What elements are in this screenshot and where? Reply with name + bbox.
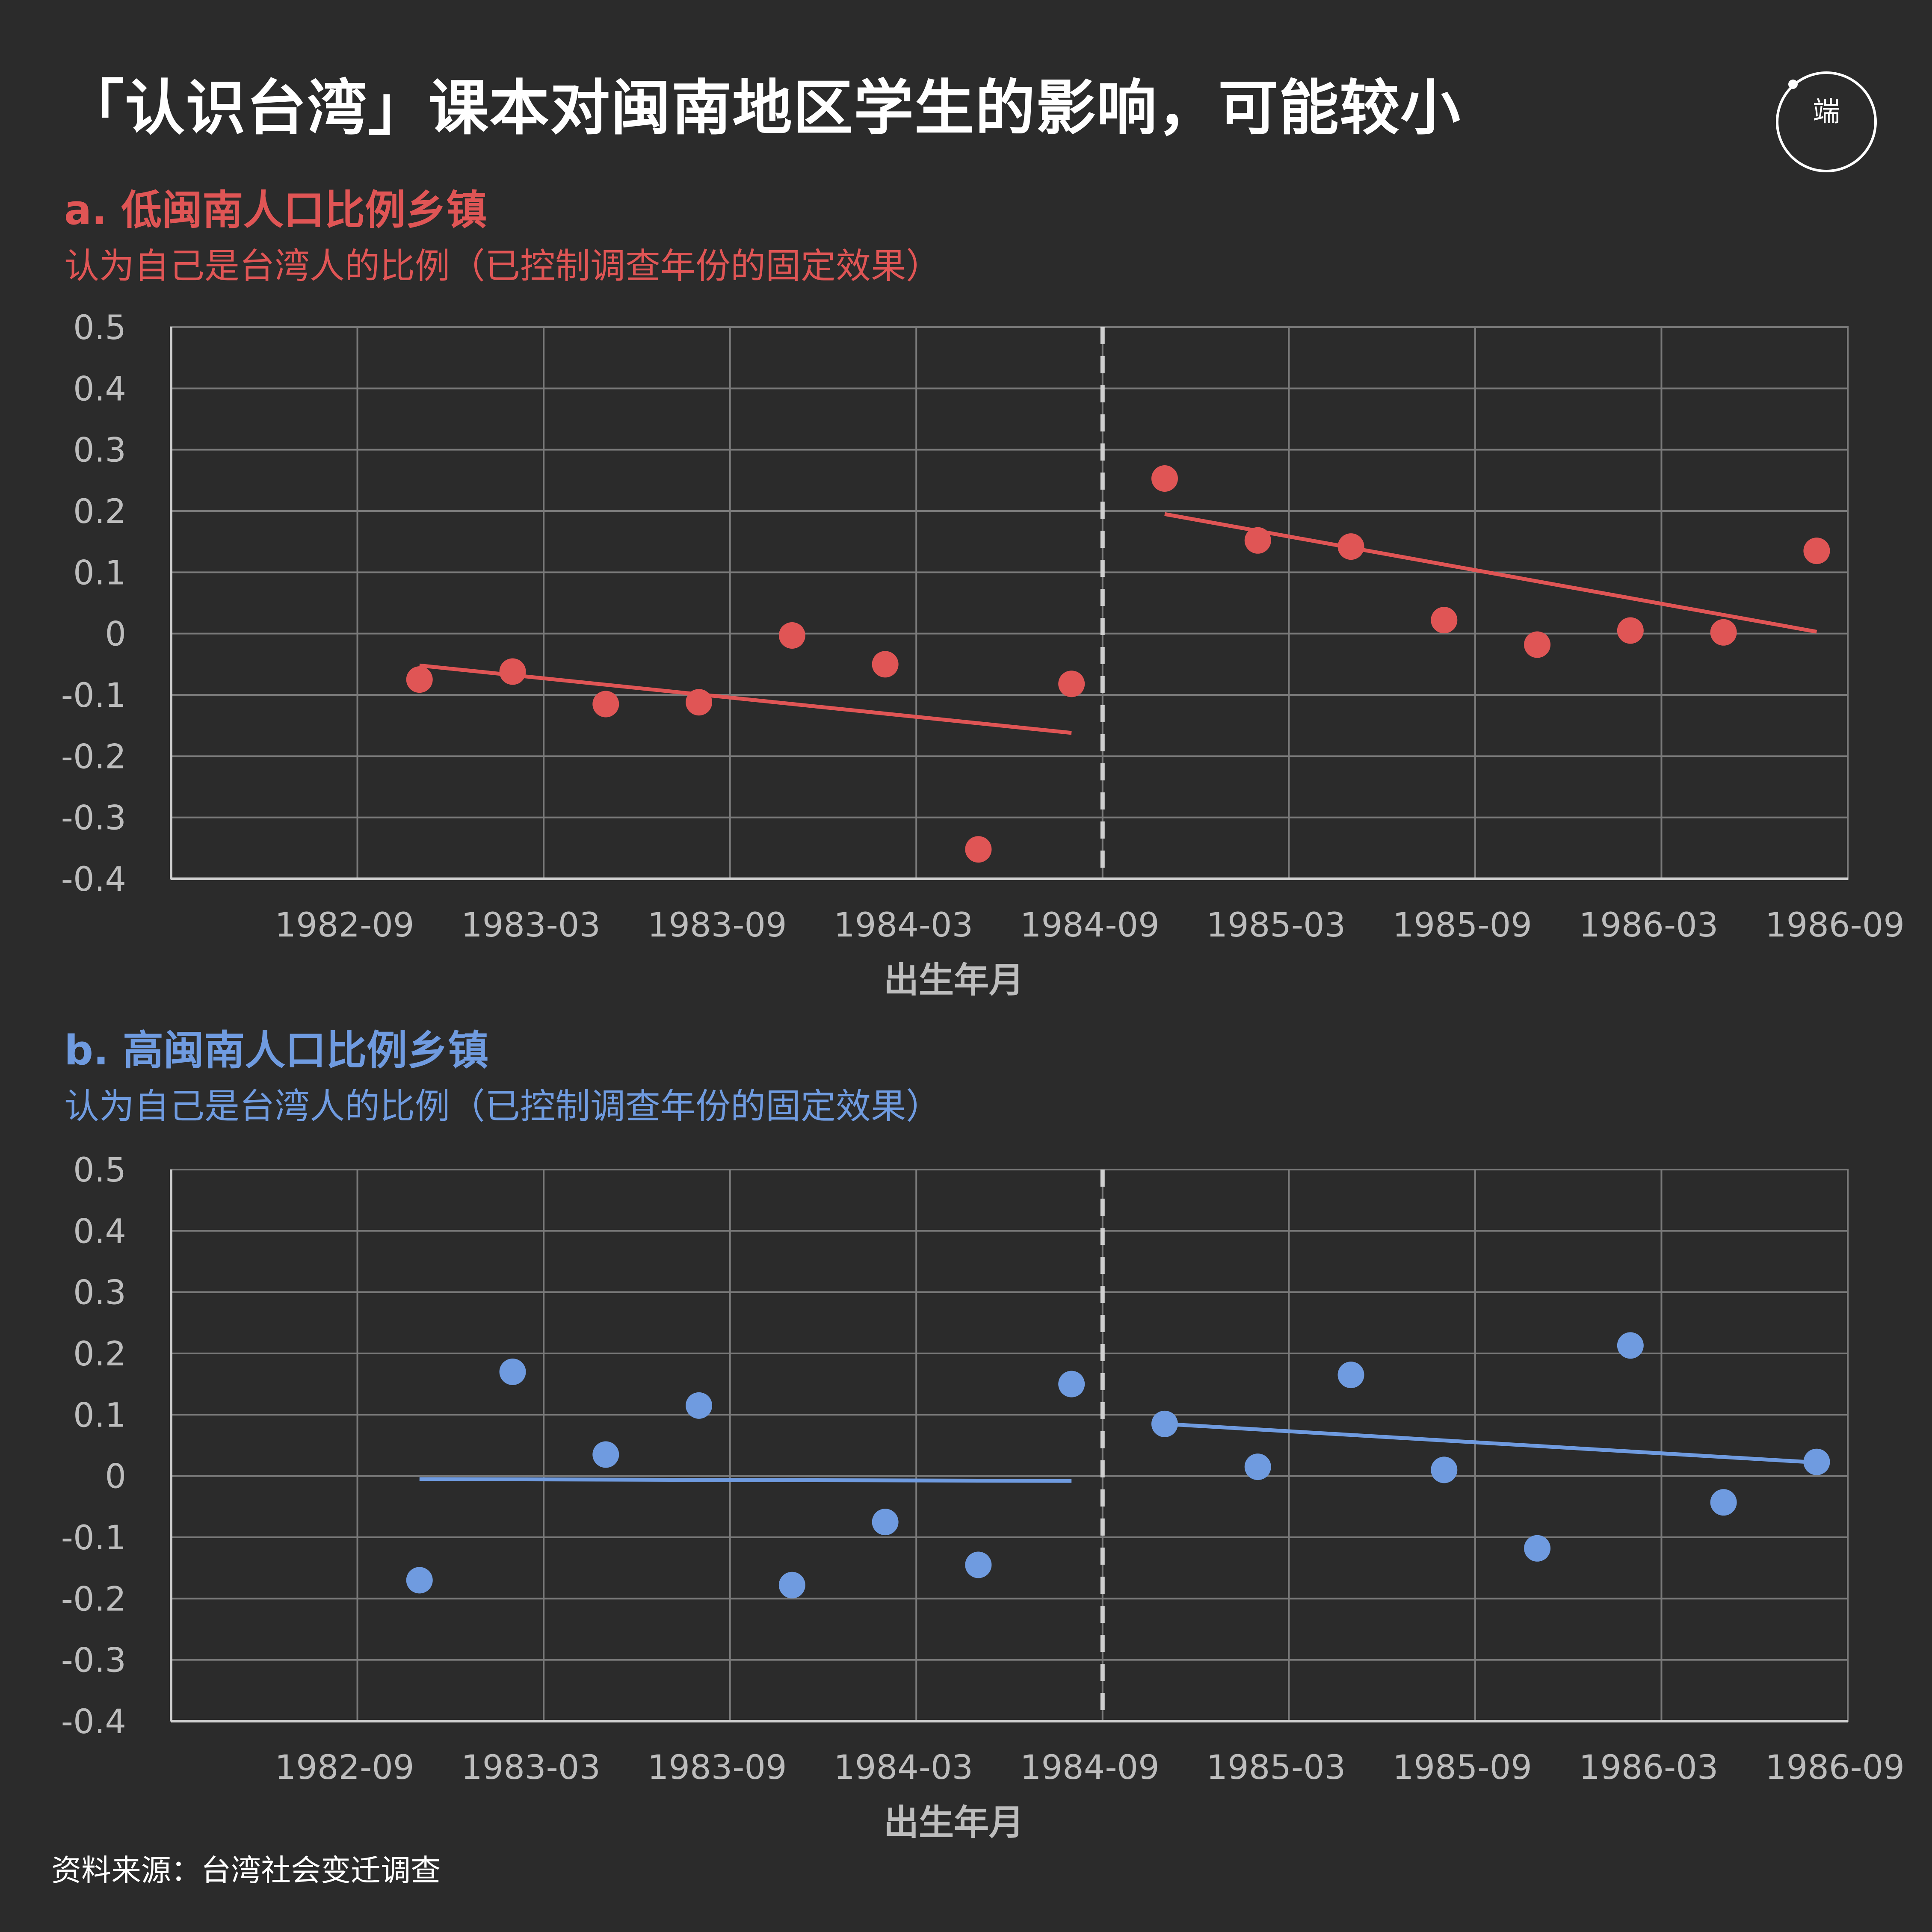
panel-b-chart: 0.5 0.4 0.3 0.2 0.1 0 -0.1 -0.2 -0.3 -0.4 1982-09 1… xyxy=(61,1151,1905,1843)
data-point xyxy=(1710,619,1737,646)
data-point xyxy=(592,1441,619,1468)
y-tick-label: -0.4 xyxy=(61,1703,126,1741)
x-tick-label: 1983-09 xyxy=(648,1749,787,1787)
data-point xyxy=(1617,1332,1644,1359)
y-tick-label: -0.4 xyxy=(61,860,126,899)
data-point xyxy=(965,1551,992,1578)
y-tick-label: -0.2 xyxy=(61,1580,126,1619)
x-tick-label: 1983-03 xyxy=(461,906,601,945)
x-tick-label: 1986-09 xyxy=(1765,1749,1905,1787)
data-point xyxy=(778,622,805,649)
data-point xyxy=(1524,1535,1551,1562)
data-point xyxy=(1431,1456,1458,1483)
data-point xyxy=(686,1392,713,1419)
y-tick-label: 0.1 xyxy=(73,1396,126,1435)
data-point xyxy=(1244,527,1271,554)
y-tick-label: 0 xyxy=(105,1458,126,1496)
data-point xyxy=(1151,465,1178,492)
data-point xyxy=(1058,1371,1085,1397)
fit-line xyxy=(419,663,1072,735)
x-tick-label: 1983-09 xyxy=(648,906,787,945)
data-point xyxy=(778,1572,805,1598)
fit-line xyxy=(419,1477,1072,1483)
data-point xyxy=(965,836,992,863)
theinitium-logo-icon: 端 xyxy=(1776,71,1877,172)
x-tick-label: 1983-03 xyxy=(461,1749,601,1787)
x-tick-label: 1985-03 xyxy=(1206,1749,1346,1787)
panel-b-subtitle: 认为自己是台湾人的比例（已控制调查年份的固定效果） xyxy=(64,1086,941,1127)
x-tick-label: 1984-03 xyxy=(834,906,973,945)
data-point xyxy=(686,689,713,716)
panel-a-title: a. 低闽南人口比例乡镇 xyxy=(64,187,487,234)
logo-text: 端 xyxy=(1813,96,1840,128)
x-tick-label: 1982-09 xyxy=(275,906,414,945)
x-tick-label: 1984-09 xyxy=(1020,906,1160,945)
x-tick-label: 1982-09 xyxy=(275,1749,414,1787)
x-tick-label: 1986-03 xyxy=(1579,906,1718,945)
x-axis-label: 出生年月 xyxy=(884,1802,1024,1843)
y-tick-label: 0.2 xyxy=(73,493,126,531)
data-point xyxy=(1244,1453,1271,1480)
data-point xyxy=(1803,538,1830,564)
y-tick-label: -0.1 xyxy=(61,1519,126,1557)
data-point xyxy=(1337,1362,1364,1388)
y-tick-label: 0.5 xyxy=(73,309,126,347)
data-point xyxy=(1151,1410,1178,1437)
fit-line xyxy=(1164,1422,1817,1465)
plot-frame xyxy=(170,1169,1849,1722)
x-axis-label: 出生年月 xyxy=(884,960,1024,1001)
data-point xyxy=(499,1359,526,1385)
x-tick-label: 1985-09 xyxy=(1393,906,1532,945)
y-tick-label: 0.2 xyxy=(73,1335,126,1374)
fit-line xyxy=(1164,512,1817,634)
plot-frame xyxy=(170,326,1849,880)
panel-a-subtitle: 认为自己是台湾人的比例（已控制调查年份的固定效果） xyxy=(64,246,941,287)
source-note: 资料来源：台湾社会变迁调查 xyxy=(51,1853,441,1888)
data-point xyxy=(406,1567,433,1594)
data-point xyxy=(872,1509,899,1536)
y-tick-label: 0 xyxy=(105,615,126,654)
y-tick-label: -0.3 xyxy=(61,1642,126,1680)
data-point xyxy=(872,651,899,678)
data-point xyxy=(1337,533,1364,560)
data-point xyxy=(499,658,526,685)
y-tick-label: 0.3 xyxy=(73,1274,126,1312)
data-point xyxy=(1617,617,1644,644)
y-tick-label: 0.1 xyxy=(73,554,126,592)
panel-a-chart: 0.5 0.4 0.3 0.2 0.1 0 -0.1 -0.2 -0.3 -0.4 1982-09 1… xyxy=(61,309,1905,1001)
y-tick-label: -0.1 xyxy=(61,676,126,715)
y-tick-label: -0.3 xyxy=(61,799,126,838)
y-tick-label: 0.4 xyxy=(73,370,126,408)
x-tick-label: 1986-09 xyxy=(1765,906,1905,945)
data-point xyxy=(1803,1448,1830,1475)
panel-b-title: b. 高闽南人口比例乡镇 xyxy=(64,1027,489,1074)
x-tick-label: 1986-03 xyxy=(1579,1749,1718,1787)
x-tick-label: 1985-03 xyxy=(1206,906,1346,945)
y-tick-label: 0.5 xyxy=(73,1151,126,1190)
data-point xyxy=(406,666,433,693)
y-tick-label: -0.2 xyxy=(61,738,126,776)
data-point xyxy=(1431,607,1458,634)
data-point xyxy=(1710,1489,1737,1516)
main-title: 「认识台湾」课本对闽南地区学生的影响，可能较小 xyxy=(64,74,1462,143)
x-tick-label: 1984-03 xyxy=(834,1749,973,1787)
data-point xyxy=(1058,671,1085,697)
y-tick-label: 0.3 xyxy=(73,431,126,470)
data-point xyxy=(1524,631,1551,658)
data-point xyxy=(592,691,619,718)
y-tick-label: 0.4 xyxy=(73,1212,126,1251)
x-tick-label: 1985-09 xyxy=(1393,1749,1532,1787)
x-tick-label: 1984-09 xyxy=(1020,1749,1160,1787)
